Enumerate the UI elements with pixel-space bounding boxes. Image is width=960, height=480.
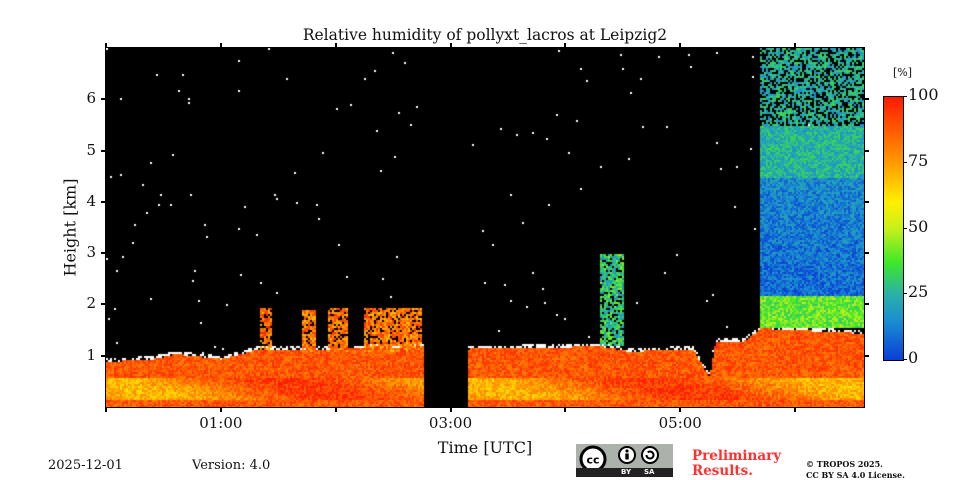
y-tick-label: 1: [86, 345, 96, 364]
y-tick-left: [101, 98, 106, 101]
y-tick-left: [101, 200, 106, 203]
x-tick-bottom: [679, 407, 682, 412]
x-tick-bottom: [105, 407, 107, 412]
colorbar-tick-label: 75: [908, 150, 929, 170]
colorbar-tick-label: 50: [908, 216, 929, 236]
humidity-heatmap: [106, 48, 864, 407]
svg-text:cc: cc: [586, 454, 599, 467]
y-tick-left: [101, 303, 106, 306]
x-tick-top: [679, 43, 682, 48]
y-tick-right: [864, 303, 869, 306]
x-tick-top: [219, 43, 222, 48]
preliminary-line-1: Preliminary: [692, 448, 782, 464]
x-tick-top: [794, 43, 797, 48]
cc-license-icons: cc: [579, 445, 659, 468]
copyright-notice: © TROPOS 2025. CC BY SA 4.0 License.: [806, 459, 905, 480]
colorbar-tick: [903, 96, 907, 97]
x-axis-label: Time [UTC]: [437, 438, 533, 457]
x-tick-label: 01:00: [199, 414, 243, 432]
x-tick-bottom: [219, 407, 222, 412]
y-tick-label: 6: [86, 89, 96, 108]
y-axis-label: Height [km]: [60, 178, 80, 277]
preliminary-line-2: Results.: [692, 463, 753, 479]
y-tick-label: 3: [86, 243, 96, 262]
y-tick-right: [864, 149, 869, 152]
y-tick-right: [864, 354, 869, 357]
colorbar-tick-label: 25: [908, 282, 929, 302]
cc-by-sa-badge: cc BY SA: [576, 444, 673, 477]
preliminary-notice: Preliminary Results.: [692, 449, 781, 479]
cc-label-bar: BY SA: [576, 468, 673, 477]
colorbar-tick-label: 0: [908, 348, 919, 367]
version-label: Version: 4.0: [192, 458, 271, 473]
colorbar-tick: [903, 161, 907, 163]
x-tick-top: [564, 43, 567, 48]
y-tick-left: [101, 354, 106, 357]
y-tick-right: [864, 200, 869, 203]
x-tick-bottom: [794, 407, 797, 412]
by-label: BY: [621, 468, 632, 476]
y-tick-label: 4: [86, 191, 96, 210]
copyright-line-2: CC BY SA 4.0 License.: [806, 470, 905, 480]
y-tick-left: [101, 252, 106, 255]
copyright-line-1: © TROPOS 2025.: [806, 459, 883, 469]
y-tick-label: 5: [86, 140, 96, 159]
chart-title: Relative humidity of pollyxt_lacros at L…: [302, 26, 668, 44]
colorbar-tick-label: 100: [908, 85, 939, 104]
x-tick-label: 03:00: [428, 414, 473, 432]
y-tick-right: [864, 98, 869, 101]
x-tick-top: [334, 43, 337, 48]
x-tick-bottom: [564, 407, 567, 412]
x-tick-top: [105, 43, 107, 48]
x-tick-top: [449, 43, 452, 48]
colorbar-tick: [903, 359, 907, 360]
y-tick-right: [864, 252, 869, 255]
colorbar: [883, 96, 904, 361]
date-label: 2025-12-01: [48, 458, 123, 473]
x-tick-label: 05:00: [658, 414, 702, 432]
colorbar-unit: [%]: [893, 66, 913, 79]
y-tick-left: [101, 149, 106, 152]
colorbar-tick: [903, 293, 907, 295]
y-tick-label: 2: [86, 294, 96, 313]
x-tick-bottom: [334, 407, 337, 412]
sa-label: SA: [644, 468, 655, 476]
colorbar-tick: [903, 227, 907, 229]
x-tick-bottom: [449, 407, 452, 412]
